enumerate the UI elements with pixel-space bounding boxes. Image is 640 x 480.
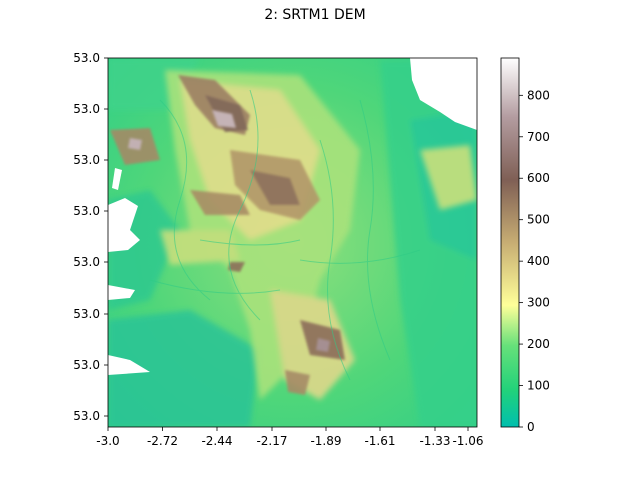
y-tick-label: 53.0: [73, 51, 100, 65]
y-tick-label: 53.0: [73, 153, 100, 167]
x-tick-label: -1.06: [452, 434, 483, 448]
colorbar-tick-label: 0: [527, 420, 535, 434]
x-tick-label: -1.89: [310, 434, 341, 448]
colorbar-tick-label: 100: [527, 379, 550, 393]
colorbar-tick-label: 200: [527, 337, 550, 351]
x-tick-label: -1.33: [419, 434, 450, 448]
x-tick-label: -1.61: [364, 434, 395, 448]
x-axis: -3.0 -2.72 -2.44 -2.17 -1.89 -1.61 -1.33 -1.06: [96, 427, 483, 448]
colorbar-tick-label: 300: [527, 296, 550, 310]
colorbar-tick-label: 600: [527, 171, 550, 185]
colorbar-tick-label: 400: [527, 254, 550, 268]
colorbar: [501, 58, 519, 427]
x-tick-label: -3.0: [96, 434, 119, 448]
y-tick-label: 53.0: [73, 358, 100, 372]
x-tick-label: -2.72: [147, 434, 178, 448]
colorbar-tick-label: 700: [527, 130, 550, 144]
y-tick-label: 53.0: [73, 102, 100, 116]
y-tick-label: 53.0: [73, 204, 100, 218]
y-tick-label: 53.0: [73, 409, 100, 423]
colorbar-tick-label: 500: [527, 213, 550, 227]
dem-raster: [108, 58, 477, 427]
colorbar-tick-label: 800: [527, 88, 550, 102]
y-axis: 53.0 53.0 53.0 53.0 53.0 53.0 53.0 53.0: [73, 51, 108, 423]
colorbar-axis: 0 100 200 300 400 500 600 700 800: [519, 88, 550, 434]
y-tick-label: 53.0: [73, 255, 100, 269]
y-tick-label: 53.0: [73, 307, 100, 321]
x-tick-label: -2.44: [201, 434, 232, 448]
x-tick-label: -2.17: [256, 434, 287, 448]
